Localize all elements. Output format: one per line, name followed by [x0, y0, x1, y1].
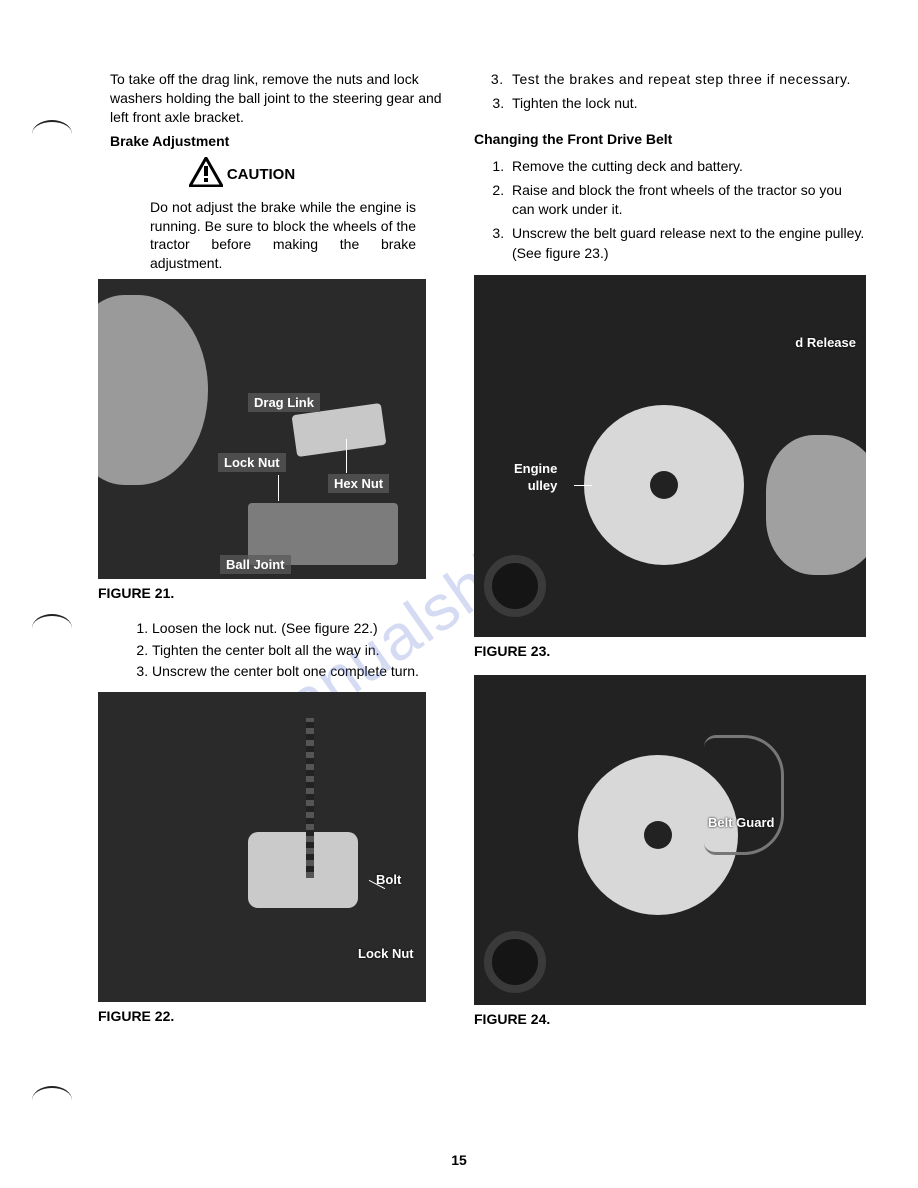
figure-label: Lock Nut: [358, 946, 414, 961]
caution-paragraph: Do not adjust the brake while the engine…: [40, 198, 444, 274]
figure-label: Hex Nut: [328, 474, 389, 493]
brake-steps-continued: Test the brakes and repeat step three if…: [474, 70, 878, 113]
figure-label: Ball Joint: [220, 555, 291, 574]
list-item: Tighten the lock nut.: [508, 94, 868, 114]
belt-heading: Changing the Front Drive Belt: [474, 131, 878, 147]
figure-24-caption: FIGURE 24.: [474, 1011, 878, 1027]
list-item: Unscrew the center bolt one complete tur…: [152, 662, 426, 682]
figure-label: d Release: [795, 335, 856, 350]
figure-label-stack: Engine ulley: [514, 461, 557, 495]
caution-label: CAUTION: [227, 166, 295, 183]
pulley-hole: [644, 821, 672, 849]
lower-pulley: [484, 931, 546, 993]
figure-22-image: Bolt Lock Nut: [98, 692, 426, 1002]
leader-line: [346, 439, 347, 473]
list-item: Test the brakes and repeat step three if…: [508, 70, 868, 90]
hand-illustration: [766, 435, 866, 575]
left-column: To take off the drag link, remove the nu…: [40, 70, 444, 1043]
two-column-layout: To take off the drag link, remove the nu…: [40, 70, 878, 1043]
list-item: Tighten the center bolt all the way in.: [152, 641, 426, 661]
belt-guard-part: [704, 735, 784, 855]
leader-line: [574, 485, 592, 486]
list-item: Raise and block the front wheels of the …: [508, 181, 868, 220]
manual-page: manualshive.com To take off the drag lin…: [0, 0, 918, 1188]
figure-23-caption: FIGURE 23.: [474, 643, 878, 659]
spring-part: [306, 718, 314, 878]
list-item: Remove the cutting deck and battery.: [508, 157, 868, 177]
caution-triangle-icon: [189, 157, 223, 192]
lower-pulley: [484, 555, 546, 617]
right-column: Test the brakes and repeat step three if…: [474, 70, 878, 1043]
belt-steps-list: Remove the cutting deck and battery. Rai…: [474, 157, 878, 263]
list-item: Unscrew the belt guard release next to t…: [508, 224, 868, 263]
brake-adjustment-heading: Brake Adjustment: [40, 133, 444, 149]
figure-label: Engine: [514, 461, 557, 478]
hand-illustration: [98, 295, 208, 485]
pulley-hole: [650, 471, 678, 499]
binding-mark: [32, 1086, 72, 1100]
leader-line: [278, 475, 279, 501]
list-item: Loosen the lock nut. (See figure 22.): [152, 619, 426, 639]
figure-21-caption: FIGURE 21.: [40, 585, 444, 601]
brake-steps-list: Loosen the lock nut. (See figure 22.) Ti…: [40, 619, 444, 682]
figure-23-image: Engine ulley d Release: [474, 275, 866, 637]
drag-link-paragraph: To take off the drag link, remove the nu…: [40, 70, 444, 127]
engine-pulley-part: [584, 405, 744, 565]
bracket-part: [248, 832, 358, 908]
figure-label: Lock Nut: [218, 453, 286, 472]
figure-label: ulley: [514, 478, 557, 495]
figure-24-image: Belt Guard: [474, 675, 866, 1005]
caution-header: CAUTION: [40, 157, 444, 192]
figure-21-image: Drag Link Lock Nut Hex Nut Ball Joint: [98, 279, 426, 579]
figure-22-caption: FIGURE 22.: [40, 1008, 444, 1024]
page-number: 15: [451, 1152, 467, 1168]
figure-label: Drag Link: [248, 393, 320, 412]
figure-label: Belt Guard: [708, 815, 774, 830]
